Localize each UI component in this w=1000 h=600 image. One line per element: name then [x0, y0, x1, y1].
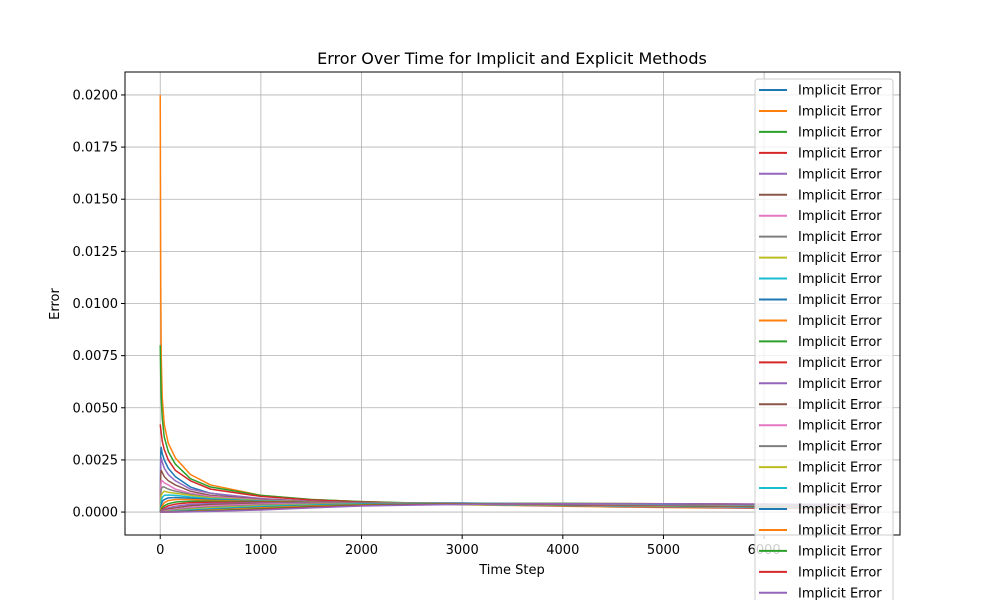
- legend-entry-label: Implicit Error: [798, 544, 882, 559]
- legend-entry-label: Implicit Error: [798, 461, 882, 476]
- legend-box: [754, 78, 894, 600]
- series-lines: [159, 94, 865, 513]
- legend-entry-label: Implicit Error: [798, 230, 882, 245]
- legend-entry-label: Implicit Error: [798, 125, 882, 140]
- legend-entry-label: Implicit Error: [798, 167, 882, 182]
- legend-entry-label: Implicit Error: [798, 335, 882, 350]
- legend-entry-label: Implicit Error: [798, 272, 882, 287]
- legend-entry-label: Implicit Error: [798, 398, 882, 413]
- y-tick-label: 0.0050: [73, 401, 119, 416]
- legend-entry-label: Implicit Error: [798, 440, 882, 455]
- legend-entry-label: Implicit Error: [798, 104, 882, 119]
- y-tick-label: 0.0175: [73, 141, 119, 156]
- legend-entry-label: Implicit Error: [798, 523, 882, 538]
- legend-entry-label: Implicit Error: [798, 377, 882, 392]
- legend-entry-label: Implicit Error: [798, 293, 882, 308]
- x-tick-label: 5000: [647, 543, 680, 558]
- legend-entry-label: Implicit Error: [798, 84, 882, 99]
- legend-entry-label: Implicit Error: [798, 356, 882, 371]
- y-tick-label: 0.0000: [73, 506, 119, 521]
- chart-title: Error Over Time for Implicit and Explici…: [317, 49, 707, 68]
- legend-entry-label: Implicit Error: [798, 314, 882, 329]
- legend-entry-label: Implicit Error: [798, 188, 882, 203]
- x-tick-label: 0: [156, 543, 164, 558]
- legend-entry-label: Implicit Error: [798, 146, 882, 161]
- y-tick-label: 0.0100: [73, 297, 119, 312]
- legend-entry-label: Implicit Error: [798, 209, 882, 224]
- legend-entry-label: Implicit Error: [798, 586, 882, 600]
- y-axis-label: Error: [48, 288, 63, 320]
- legend-entry-label: Implicit Error: [798, 503, 882, 518]
- series-line: [159, 502, 865, 513]
- y-tick-label: 0.0125: [73, 245, 119, 260]
- legend-entry-label: Implicit Error: [798, 565, 882, 580]
- legend-entry-label: Implicit Error: [798, 251, 882, 266]
- x-tick-label: 3000: [446, 543, 479, 558]
- legend: Implicit Error Implicit Error Implicit Err…: [754, 78, 894, 600]
- x-axis-label: Time Step: [478, 563, 545, 578]
- y-tick-label: 0.0025: [73, 453, 119, 468]
- y-tick-label: 0.0200: [73, 88, 119, 103]
- y-tick-label: 0.0075: [73, 349, 119, 364]
- x-tick-label: 1000: [244, 543, 277, 558]
- x-tick-label: 4000: [546, 543, 579, 558]
- y-tick-label: 0.0150: [73, 193, 119, 208]
- axis-ticks: 01000200030004000500060000.00000.00250.0…: [73, 88, 781, 558]
- legend-entry-label: Implicit Error: [798, 482, 882, 497]
- legend-entry-label: Implicit Error: [798, 419, 882, 434]
- x-tick-label: 2000: [345, 543, 378, 558]
